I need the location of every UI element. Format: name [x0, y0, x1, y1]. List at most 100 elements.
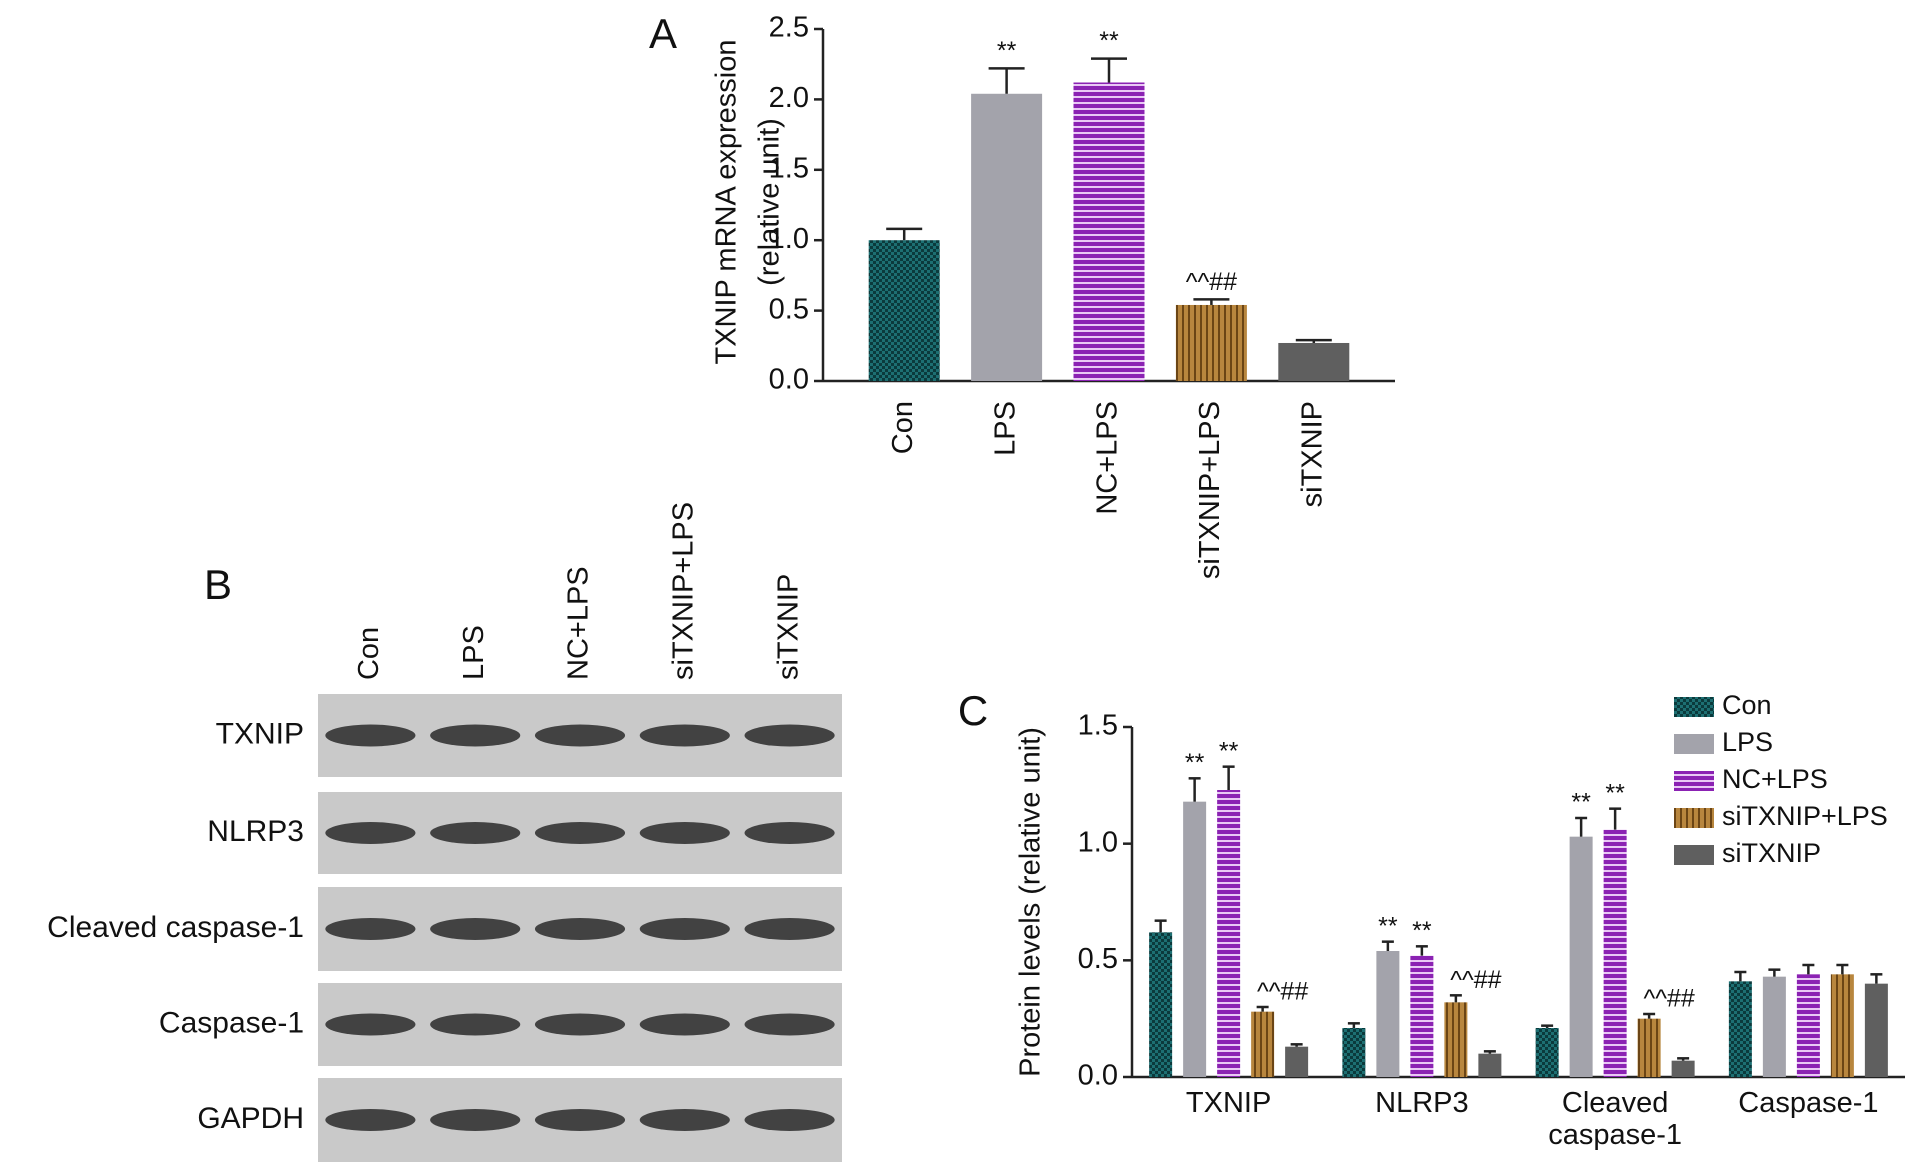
y-tick-label: 0.5: [1078, 943, 1118, 975]
blot-band: [430, 724, 521, 747]
bar: [1376, 951, 1400, 1077]
y-tick-label: 1.0: [1078, 826, 1118, 858]
legend-label: LPS: [1722, 727, 1773, 757]
significance-label: ^^##: [1257, 978, 1308, 1006]
bar: [1637, 1018, 1661, 1077]
significance-label: **: [1219, 737, 1239, 765]
blot-band: [534, 1013, 626, 1036]
bar: [1149, 932, 1173, 1077]
legend-label: siTXNIP: [1722, 838, 1821, 868]
bar: [1342, 1028, 1366, 1077]
error-bar: [886, 227, 923, 241]
blot-band: [639, 724, 730, 747]
bar: [1728, 981, 1752, 1077]
error-bar: [1290, 1043, 1303, 1047]
bar: [1251, 1011, 1275, 1077]
blot-band: [744, 1109, 835, 1131]
blot-band: [325, 1109, 416, 1131]
blot-band: [430, 918, 521, 940]
lane-label: NC+LPS: [563, 566, 595, 680]
bar: [1569, 836, 1593, 1077]
blot-band: [325, 724, 416, 747]
significance-label: **: [1605, 779, 1625, 807]
bar: [1217, 790, 1241, 1077]
error-bar: [1768, 968, 1781, 977]
y-tick-label: 0.0: [769, 364, 809, 396]
lane-label: siTXNIP+LPS: [667, 502, 699, 680]
significance-label: **: [1571, 789, 1591, 817]
error-bar: [1188, 777, 1201, 802]
error-bar: [1193, 298, 1230, 305]
bar: [1671, 1060, 1695, 1077]
row-label: Cleaved caspase-1: [47, 911, 304, 944]
error-bar: [1870, 973, 1883, 984]
blot-band: [325, 822, 416, 844]
lane-label: LPS: [458, 625, 490, 680]
bar: [1603, 829, 1627, 1077]
bar: [1444, 1002, 1468, 1077]
error-bar: [1802, 963, 1815, 975]
bar: [1175, 304, 1247, 381]
row-label: NLRP3: [207, 815, 304, 848]
y-axis-label: (relative unit): [754, 118, 786, 286]
blot-band: [534, 822, 626, 844]
blot-band: [744, 822, 835, 844]
row-label: GAPDH: [197, 1102, 304, 1135]
blot-band: [430, 822, 521, 844]
legend-swatch: [1674, 697, 1714, 717]
legend-label: NC+LPS: [1722, 764, 1828, 794]
error-bar: [1836, 963, 1849, 975]
y-axis-label: Protein levels (relative unit): [1015, 727, 1047, 1077]
blot-band: [744, 918, 835, 940]
significance-label: **: [1378, 912, 1398, 940]
error-bar: [1677, 1057, 1690, 1061]
error-bar: [1643, 1012, 1656, 1019]
legend-swatch: [1674, 771, 1714, 791]
blot-band: [534, 918, 626, 940]
blot-band: [430, 1109, 521, 1131]
blot-band: [639, 1013, 730, 1036]
row-label: TXNIP: [216, 717, 304, 750]
y-tick-label: 1.5: [1078, 710, 1118, 742]
blot-band: [639, 822, 730, 844]
y-tick-label: 2.5: [769, 12, 809, 44]
error-bar: [1541, 1024, 1554, 1028]
bar: [971, 93, 1043, 381]
blot-band: [325, 918, 416, 940]
significance-label: ^^##: [1450, 966, 1501, 994]
bar: [1830, 974, 1854, 1077]
significance-label: **: [1185, 749, 1205, 777]
blot-band: [639, 918, 730, 940]
error-bar: [1483, 1050, 1496, 1054]
error-bar: [1415, 945, 1428, 956]
error-bar: [1154, 919, 1167, 933]
bar: [868, 240, 940, 381]
y-axis-label: TXNIP mRNA expression: [711, 39, 743, 364]
bar: [1410, 955, 1434, 1077]
blot-band: [639, 1109, 730, 1131]
error-bar: [988, 67, 1025, 94]
lane-label: siTXNIP: [772, 574, 804, 680]
y-tick-label: 0.5: [769, 293, 809, 325]
error-bar: [1381, 940, 1394, 951]
error-bar: [1222, 765, 1235, 790]
bar: [1183, 801, 1207, 1077]
x-tick-label: LPS: [989, 401, 1021, 456]
bar: [1285, 1046, 1309, 1077]
panel-label: C: [958, 687, 988, 734]
blot-band: [430, 1013, 521, 1036]
y-tick-label: 2.0: [769, 82, 809, 114]
significance-label: **: [997, 37, 1017, 65]
x-tick-label: Con: [887, 401, 919, 454]
x-tick-label: NC+LPS: [1092, 401, 1124, 515]
legend-swatch: [1674, 845, 1714, 865]
blot-band: [534, 724, 626, 747]
error-bar: [1091, 57, 1127, 83]
bar: [1864, 983, 1888, 1077]
significance-label: **: [1412, 917, 1432, 945]
error-bar: [1295, 338, 1332, 343]
significance-label: ^^##: [1186, 268, 1237, 296]
bar: [1478, 1053, 1502, 1077]
